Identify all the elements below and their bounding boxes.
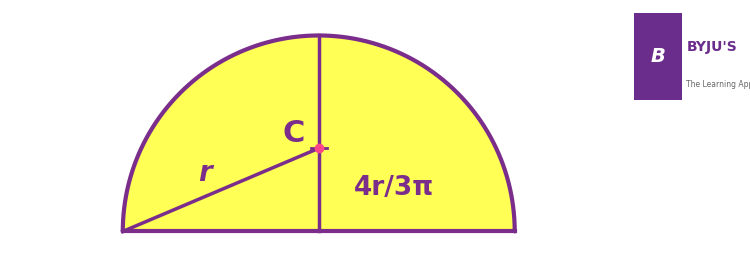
Text: The Learning App: The Learning App bbox=[686, 80, 750, 89]
Text: BYJU'S: BYJU'S bbox=[686, 40, 737, 54]
Polygon shape bbox=[123, 36, 514, 231]
Text: B: B bbox=[651, 47, 665, 66]
Text: r: r bbox=[198, 159, 212, 187]
Text: 4r/3π: 4r/3π bbox=[354, 175, 434, 201]
Text: C: C bbox=[282, 119, 304, 148]
FancyBboxPatch shape bbox=[630, 6, 686, 107]
